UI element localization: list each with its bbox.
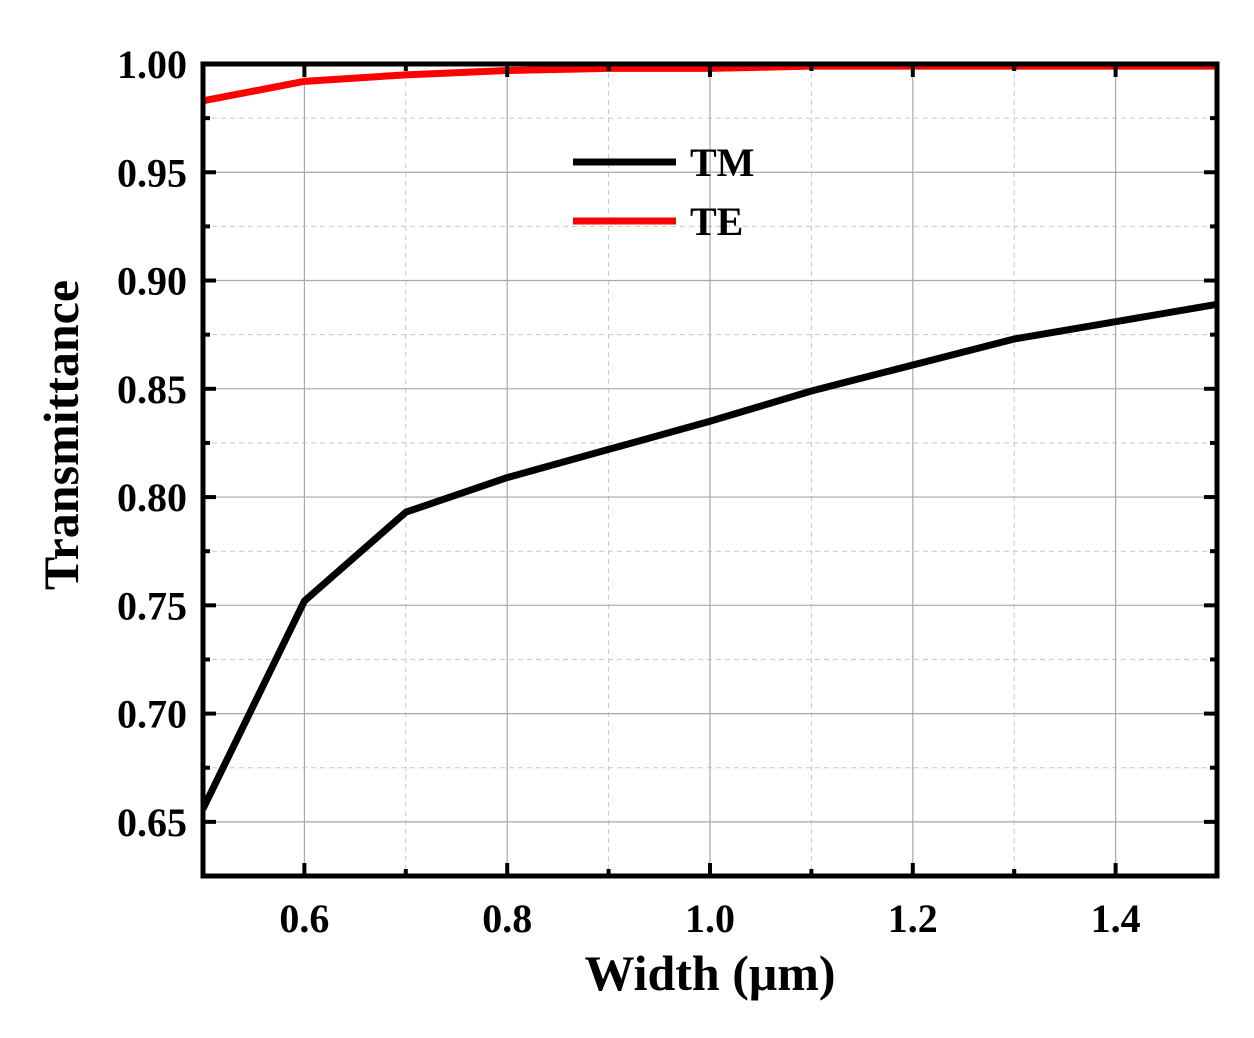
x-axis-label: Width (μm)	[584, 945, 835, 1001]
y-tick-label: 0.70	[117, 692, 187, 737]
tick-marks	[203, 62, 1217, 876]
legend-label-tm: TM	[690, 140, 754, 185]
x-tick-label: 0.6	[279, 896, 329, 941]
grid	[203, 64, 1217, 876]
x-tick-labels: 0.6 0.8 1.0 1.2 1.4	[279, 896, 1140, 941]
x-tick-label: 1.2	[888, 896, 938, 941]
legend-label-te: TE	[690, 199, 743, 244]
y-tick-label: 0.90	[117, 259, 187, 304]
legend-item-tm: TM	[573, 140, 754, 185]
y-tick-label: 0.80	[117, 475, 187, 520]
x-tick-label: 1.0	[685, 896, 735, 941]
x-tick-label: 0.8	[482, 896, 532, 941]
y-axis-label: Transmittance	[33, 280, 89, 590]
series-line-tm	[203, 300, 1217, 811]
legend-item-te: TE	[573, 199, 743, 244]
y-tick-label: 0.95	[117, 150, 187, 195]
y-tick-label: 0.85	[117, 367, 187, 412]
y-tick-label: 0.65	[117, 800, 187, 845]
y-tick-label: 0.75	[117, 583, 187, 628]
x-tick-label: 1.4	[1091, 896, 1141, 941]
y-tick-labels: 0.65 0.70 0.75 0.80 0.85 0.90 0.95 1.00	[117, 42, 187, 845]
legend: TM TE	[573, 140, 754, 244]
y-tick-label: 1.00	[117, 42, 187, 87]
